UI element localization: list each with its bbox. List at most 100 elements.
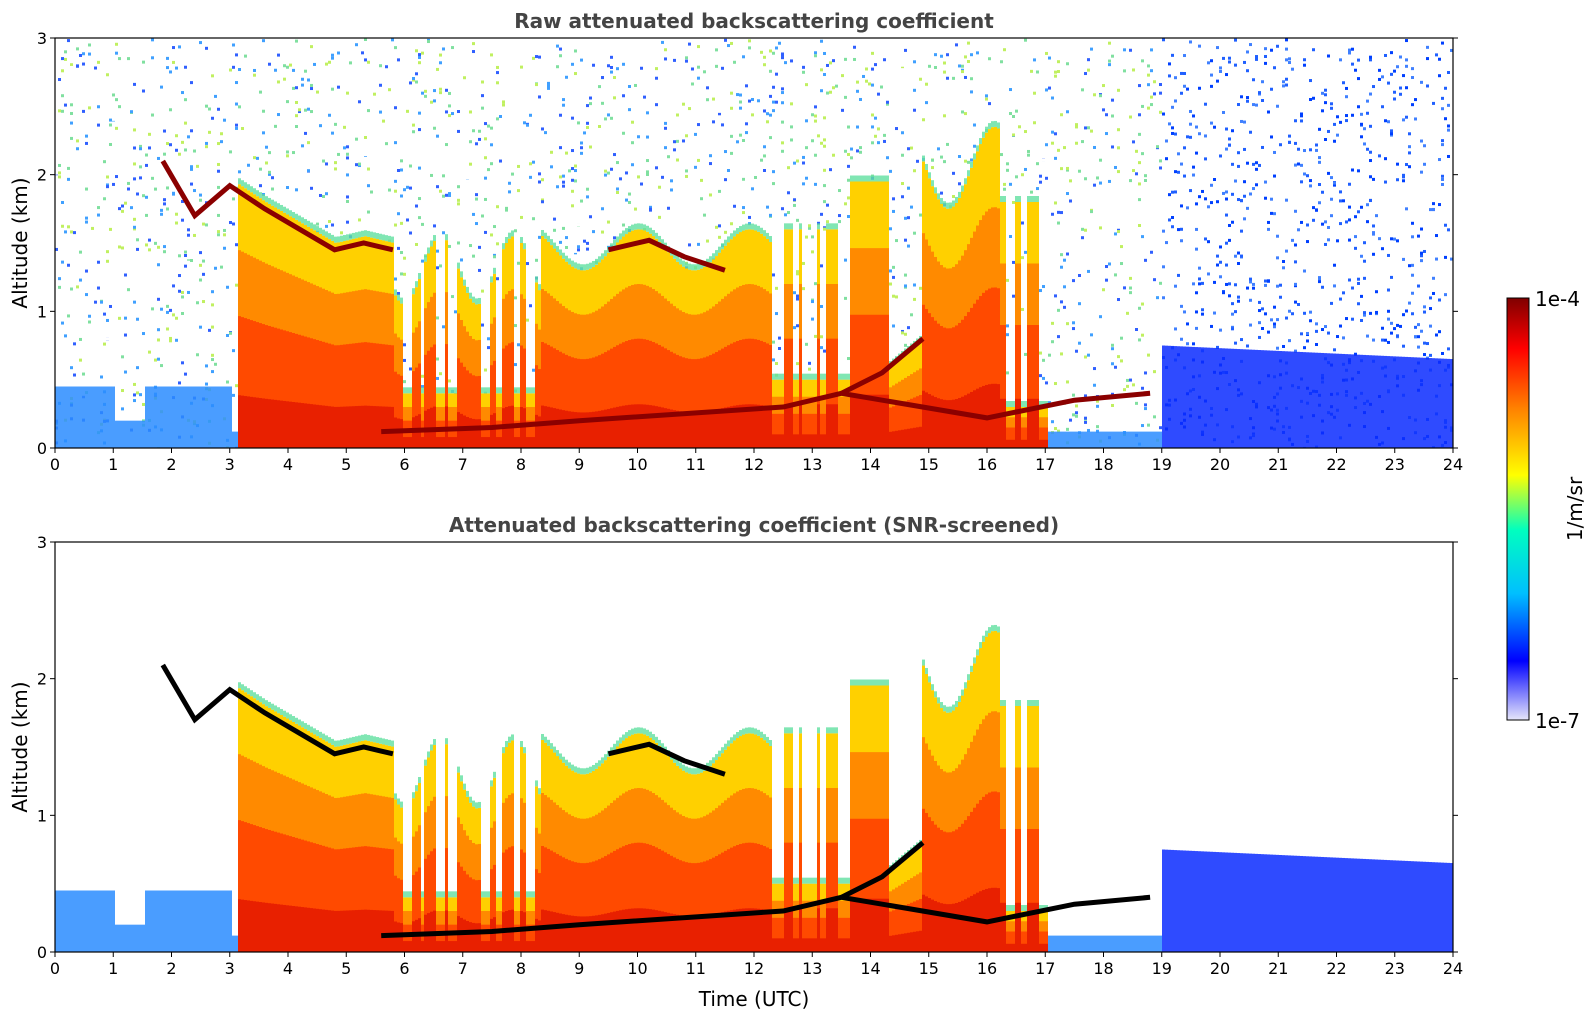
cloud-cell xyxy=(949,400,952,448)
cloud-cell xyxy=(673,353,676,411)
cloud-cell xyxy=(880,181,883,249)
noise-pixel xyxy=(379,83,382,87)
cloud-cell xyxy=(538,290,541,331)
cloud-cell xyxy=(727,293,730,346)
noise-pixel xyxy=(319,193,322,197)
noise-pixel xyxy=(847,196,850,200)
noise-pixel xyxy=(796,362,799,366)
noise-pixel xyxy=(70,103,73,107)
cloud-cell xyxy=(613,407,616,448)
noise-pixel xyxy=(781,91,784,95)
noise-pixel xyxy=(223,377,226,381)
noise-pixel xyxy=(1240,338,1243,342)
noise-pixel xyxy=(916,263,919,267)
cloud-edge-cell xyxy=(475,298,478,305)
cloud-cell xyxy=(289,332,292,403)
cloud-cell xyxy=(319,340,322,406)
noise-pixel xyxy=(1099,181,1102,185)
cloud-cell xyxy=(1006,427,1009,441)
cloud-cell xyxy=(610,408,613,448)
noise-pixel xyxy=(1180,162,1183,166)
cloud-edge-cell xyxy=(307,220,310,227)
noise-pixel xyxy=(1255,183,1258,187)
cloud-edge-cell xyxy=(529,387,532,394)
cloud-cell xyxy=(787,338,790,405)
cloud-cell xyxy=(643,284,646,340)
noise-pixel xyxy=(616,67,619,71)
noise-pixel xyxy=(1198,277,1201,281)
cloud-cell xyxy=(910,398,913,429)
cloud-cell xyxy=(556,350,559,410)
noise-pixel xyxy=(907,216,910,220)
noise-pixel xyxy=(1171,131,1174,135)
noise-pixel xyxy=(1171,126,1174,130)
cloud-edge-cell xyxy=(472,296,475,303)
noise-pixel xyxy=(829,61,832,65)
noise-pixel xyxy=(1009,112,1012,116)
cloud-cell xyxy=(766,238,769,292)
cloud-cell xyxy=(712,410,715,448)
cloud-edge-cell xyxy=(493,267,496,274)
cloud-edge-cell xyxy=(946,202,949,209)
noise-pixel xyxy=(457,110,460,114)
cloud-cell xyxy=(466,370,469,418)
cloud-cell xyxy=(604,352,607,411)
noise-pixel xyxy=(1063,385,1066,389)
noise-pixel xyxy=(1054,201,1057,205)
noise-pixel xyxy=(496,71,499,75)
noise-pixel xyxy=(97,260,100,264)
cloud-cell xyxy=(598,410,601,448)
noise-pixel xyxy=(586,195,589,199)
noise-pixel xyxy=(835,98,838,102)
boundary-layer-cell xyxy=(220,386,223,448)
cloud-cell xyxy=(835,284,838,340)
cloud-cell xyxy=(736,341,739,406)
noise-pixel xyxy=(1153,377,1156,381)
noise-pixel xyxy=(838,267,841,271)
noise-pixel xyxy=(169,108,172,112)
cloud-cell xyxy=(883,248,886,316)
cloud-cell xyxy=(241,395,244,448)
noise-pixel xyxy=(517,189,520,193)
cloud-cell xyxy=(1027,325,1030,400)
noise-pixel xyxy=(721,66,724,70)
cloud-cell xyxy=(973,303,976,391)
cloud-cell xyxy=(703,266,706,313)
noise-pixel xyxy=(1138,84,1141,88)
noise-pixel xyxy=(733,204,736,208)
boundary-layer-cell xyxy=(1243,349,1246,448)
noise-pixel xyxy=(889,269,892,273)
noise-pixel xyxy=(1150,250,1153,254)
cloud-cell xyxy=(718,301,721,351)
cloud-cell xyxy=(790,229,793,285)
boundary-layer-cell xyxy=(1258,350,1261,448)
noise-pixel xyxy=(187,228,190,232)
noise-pixel xyxy=(1249,280,1252,284)
noise-pixel xyxy=(1069,157,1072,161)
cloud-cell xyxy=(577,358,580,413)
cloud-cell xyxy=(970,391,973,448)
noise-pixel xyxy=(322,194,325,198)
cloud-cell xyxy=(526,437,529,448)
noise-pixel xyxy=(562,140,565,144)
cloud-cell xyxy=(1015,398,1018,448)
noise-pixel xyxy=(325,162,328,166)
cloud-cell xyxy=(976,299,979,390)
noise-pixel xyxy=(421,259,424,263)
cloud-edge-cell xyxy=(691,264,694,271)
noise-pixel xyxy=(1009,234,1012,238)
noise-pixel xyxy=(751,97,754,101)
cloud-cell xyxy=(961,191,964,257)
noise-pixel xyxy=(604,173,607,177)
noise-pixel xyxy=(706,86,709,90)
cloud-cell xyxy=(697,314,700,360)
noise-pixel xyxy=(1150,48,1153,52)
noise-pixel xyxy=(109,183,112,187)
noise-pixel xyxy=(1252,162,1255,166)
noise-pixel xyxy=(493,255,496,259)
cloud-cell xyxy=(514,437,517,448)
cloud-cell xyxy=(682,411,685,448)
noise-pixel xyxy=(409,186,412,190)
cloud-cell xyxy=(898,403,901,431)
noise-pixel xyxy=(1246,50,1249,54)
